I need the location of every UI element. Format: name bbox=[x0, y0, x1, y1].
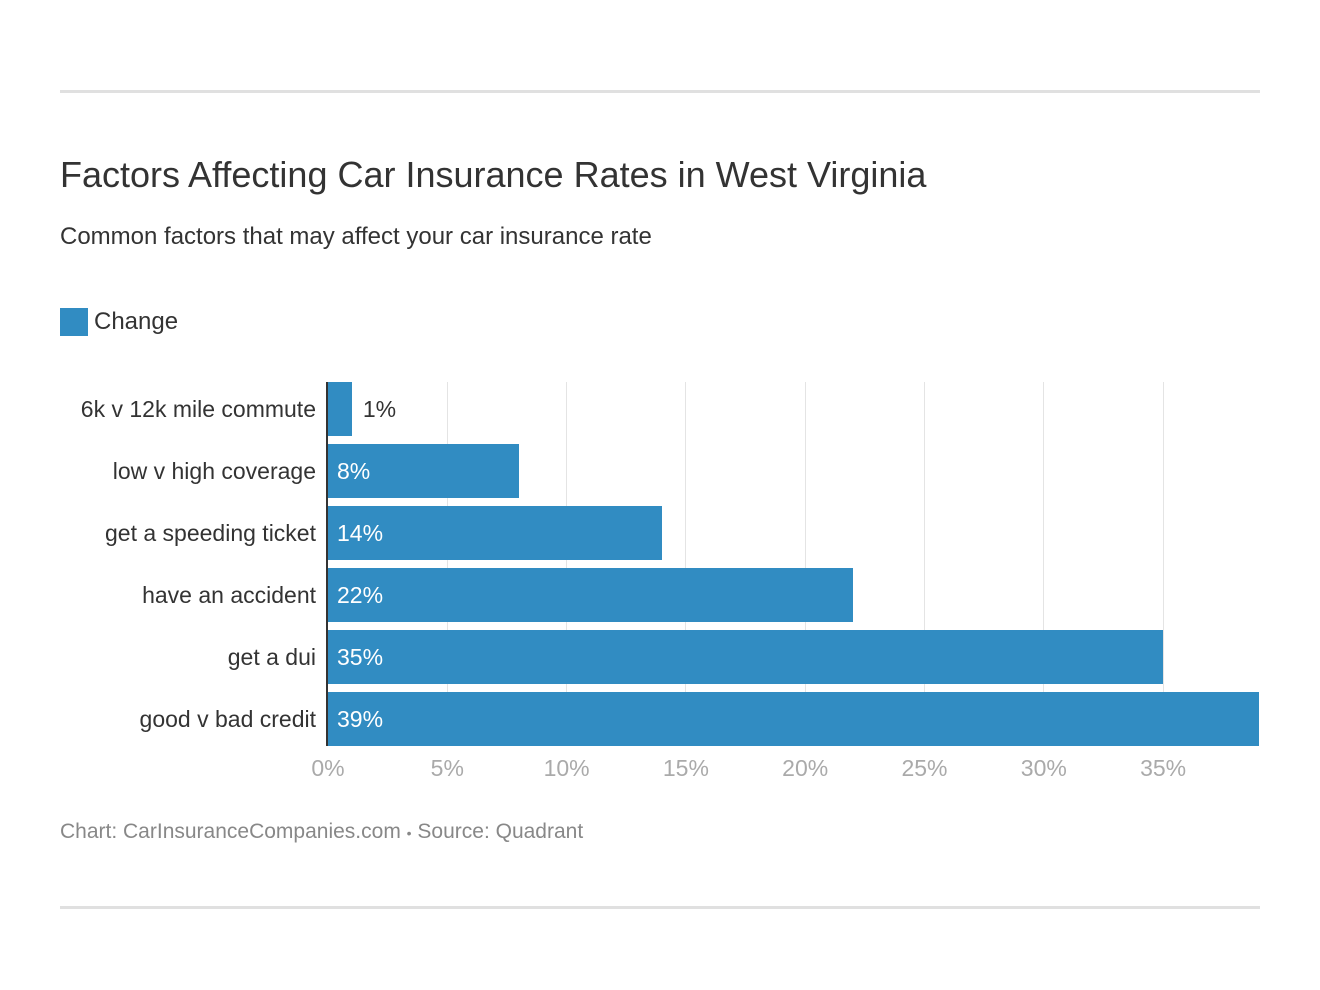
x-tick-label: 35% bbox=[1140, 755, 1187, 781]
chart-subtitle: Common factors that may affect your car … bbox=[60, 223, 652, 250]
gridline bbox=[924, 382, 925, 746]
bar bbox=[328, 568, 853, 622]
gridline bbox=[446, 382, 448, 746]
gridline bbox=[1043, 382, 1045, 746]
bar-chart: 0% 5% 10% 15% 20% 25% 30% 35% 6k v 12k mile comm… bbox=[80, 382, 1259, 781]
category-label: get a speeding ticket bbox=[105, 520, 316, 546]
x-tick-label: 20% bbox=[782, 755, 829, 781]
bar bbox=[328, 630, 1164, 684]
gridline bbox=[685, 382, 687, 746]
y-axis-line bbox=[326, 382, 328, 746]
separator-dot: • bbox=[406, 825, 412, 841]
chart-credit: Chart: CarInsuranceCompanies.com bbox=[60, 820, 401, 843]
x-tick-label: 10% bbox=[543, 755, 590, 781]
x-tick-label: 25% bbox=[901, 755, 948, 781]
category-label: 6k v 12k mile commute bbox=[80, 396, 316, 422]
data-label: 8% bbox=[337, 458, 371, 484]
gridline bbox=[1162, 382, 1164, 746]
bar bbox=[328, 506, 663, 560]
category-label: get a dui bbox=[227, 644, 316, 670]
x-tick-label: 5% bbox=[430, 755, 464, 781]
legend: Change bbox=[60, 308, 178, 336]
category-label: low v high coverage bbox=[112, 458, 316, 484]
legend-label: Change bbox=[94, 308, 179, 335]
data-label: 35% bbox=[337, 644, 384, 670]
data-label: 39% bbox=[337, 706, 384, 732]
data-label: 14% bbox=[337, 520, 384, 546]
gridline bbox=[804, 382, 806, 746]
bottom-divider bbox=[60, 906, 1260, 909]
bar bbox=[328, 382, 352, 436]
top-divider bbox=[60, 90, 1260, 93]
bar bbox=[328, 692, 1259, 746]
x-tick-label: 15% bbox=[662, 755, 709, 781]
legend-swatch bbox=[60, 308, 88, 336]
gridline bbox=[566, 382, 568, 746]
data-label: 1% bbox=[362, 396, 397, 422]
data-label: 22% bbox=[337, 582, 384, 608]
category-label: have an accident bbox=[142, 582, 316, 608]
source-credit: Source: Quadrant bbox=[417, 820, 584, 843]
category-label: good v bad credit bbox=[139, 706, 316, 732]
chart-title: Factors Affecting Car Insurance Rates in… bbox=[60, 154, 927, 195]
chart-footer: Chart: CarInsuranceCompanies.com • Sourc… bbox=[60, 820, 583, 844]
x-tick-label: 30% bbox=[1020, 755, 1067, 781]
x-tick-label: 0% bbox=[311, 755, 345, 781]
bar bbox=[328, 444, 519, 498]
